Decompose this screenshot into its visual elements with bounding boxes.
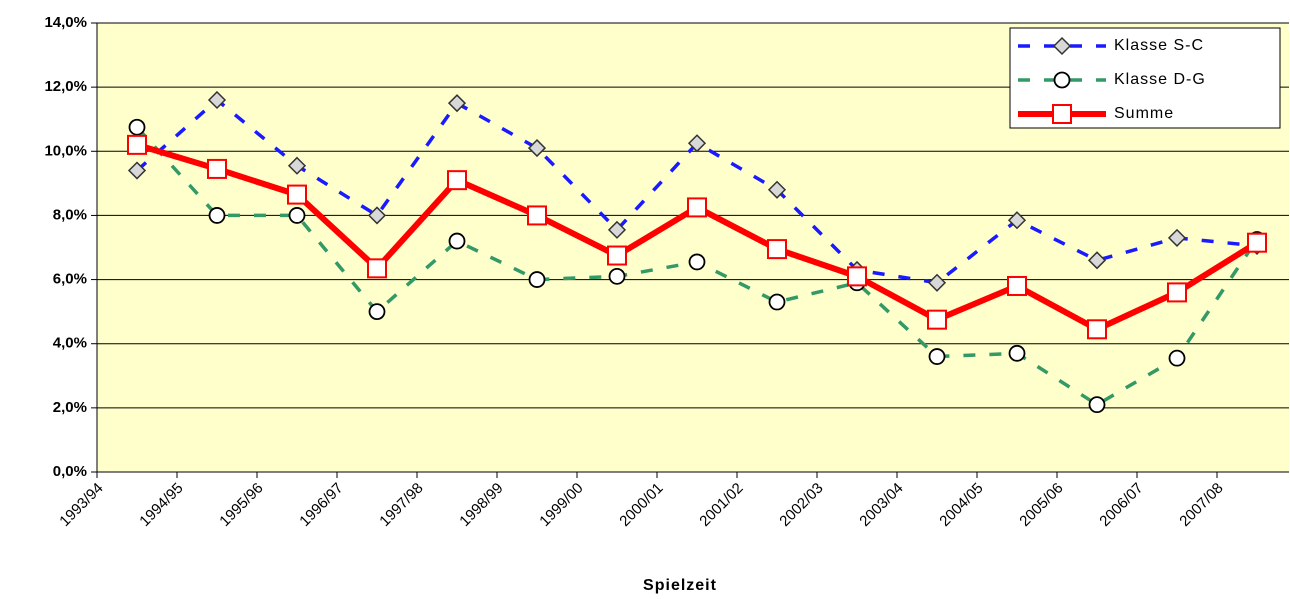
data-point: [927, 309, 947, 330]
data-point: [767, 180, 787, 199]
data-point: [288, 207, 306, 224]
data-point: [688, 253, 706, 271]
y-tick-label: 10,0%: [44, 142, 87, 159]
x-tick-label: 2001/02: [696, 480, 746, 530]
y-tick-label: 6,0%: [53, 271, 87, 288]
data-point: [448, 232, 466, 250]
x-tick-label: 1999/00: [536, 480, 586, 530]
data-point: [767, 239, 787, 260]
legend-marker: [1052, 104, 1072, 124]
data-point: [527, 205, 547, 226]
data-point: [127, 134, 147, 155]
x-tick-label: 2004/05: [936, 480, 986, 530]
data-point: [367, 258, 387, 279]
data-point: [367, 206, 387, 225]
data-point: [687, 134, 707, 153]
data-point: [1007, 211, 1027, 230]
data-point: [927, 273, 947, 292]
y-tick-label: 4,0%: [53, 335, 87, 352]
data-point: [1008, 344, 1026, 362]
series-line: [135, 98, 1258, 285]
data-point: [928, 348, 946, 365]
data-point: [1168, 349, 1186, 367]
x-tick-label: 1996/97: [296, 480, 346, 530]
data-point: [527, 139, 547, 158]
y-tick-label: 8,0%: [53, 206, 87, 223]
x-tick-label: 2002/03: [776, 480, 826, 530]
data-point: [447, 170, 467, 191]
data-point: [128, 118, 146, 136]
y-tick-label: 12,0%: [44, 78, 87, 95]
legend-marker: [1052, 36, 1072, 56]
data-point: [207, 158, 227, 179]
x-tick-label: 2007/08: [1176, 480, 1226, 530]
x-axis-title: Spielzeit: [643, 577, 717, 594]
x-tick-label: 1995/96: [216, 480, 266, 530]
x-tick-label: 2005/06: [1016, 480, 1066, 530]
data-point: [287, 156, 307, 175]
x-tick-label: 2000/01: [616, 480, 666, 530]
data-point: [208, 207, 226, 224]
data-point: [687, 197, 707, 218]
data-point: [1087, 251, 1107, 270]
legend: Klasse S-C Klasse D-G Summe: [1009, 27, 1281, 129]
data-point: [1087, 319, 1107, 340]
data-point: [1088, 396, 1106, 414]
legend-label: Klasse S-C: [1114, 37, 1204, 54]
data-point: [1007, 275, 1027, 296]
legend-marker: [1053, 71, 1071, 89]
data-point: [1167, 282, 1187, 303]
data-point: [1167, 228, 1187, 247]
y-tick-label: 0,0%: [53, 463, 87, 480]
x-tick-label: 2003/04: [856, 480, 906, 530]
data-point: [528, 271, 546, 288]
x-tick-label: 1993/94: [56, 480, 106, 530]
data-point: [447, 94, 467, 113]
x-tick-label: 1994/95: [136, 480, 186, 530]
data-point: [127, 161, 147, 180]
data-point: [368, 303, 386, 321]
x-tick-label: 1998/99: [456, 480, 506, 530]
data-point: [847, 266, 867, 287]
y-tick-label: 14,0%: [44, 14, 87, 31]
legend-label: Klasse D-G: [1114, 71, 1206, 88]
x-tick-label: 1997/98: [376, 480, 426, 530]
data-point: [608, 267, 626, 285]
data-point: [768, 293, 786, 311]
data-point: [607, 220, 627, 239]
legend-label: Summe: [1114, 105, 1174, 122]
x-tick-label: 2006/07: [1096, 480, 1146, 530]
y-tick-label: 2,0%: [53, 399, 87, 416]
data-point: [207, 90, 227, 110]
data-point: [607, 245, 627, 266]
data-point: [1247, 232, 1267, 253]
data-point: [287, 184, 307, 205]
